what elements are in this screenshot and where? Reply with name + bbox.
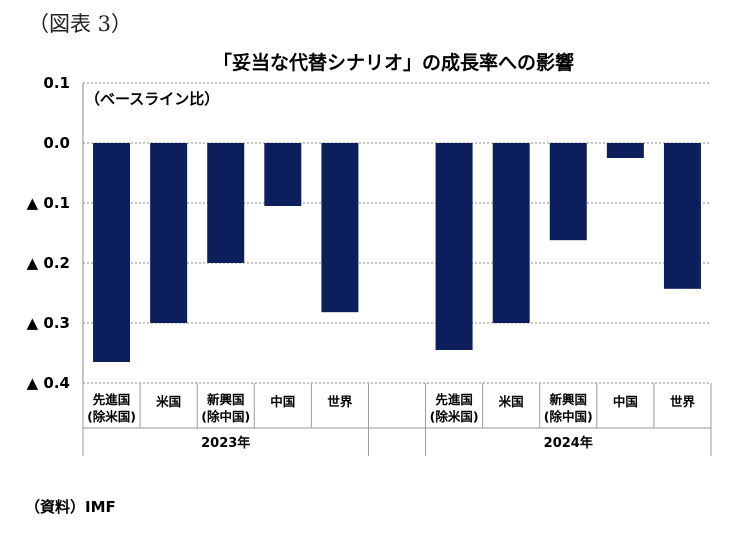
bar: [264, 143, 302, 206]
category-label: 新興国: [550, 392, 588, 407]
category-sublabel: (除中国): [544, 409, 593, 424]
bar: [150, 143, 188, 323]
category-label: 米国: [498, 394, 524, 409]
category-label: 先進国: [435, 392, 473, 407]
chart-title: 「妥当な代替シナリオ」の成長率への影響: [212, 52, 574, 74]
category-label: 世界: [327, 394, 353, 409]
category-sublabel: (除米国): [87, 409, 136, 424]
unit-note: （ベースライン比）: [85, 90, 219, 108]
y-tick-label: 0.1: [43, 74, 70, 92]
bar: [663, 143, 701, 289]
gridlines: [83, 82, 711, 384]
figure-label: （図表 3）: [28, 12, 133, 36]
year-label: 2023年: [201, 435, 250, 451]
bar: [435, 143, 473, 350]
y-tick-label: ▲ 0.4: [27, 374, 70, 392]
y-tick-label: ▲ 0.3: [27, 314, 70, 332]
year-label: 2024年: [544, 435, 593, 451]
bar: [492, 143, 530, 323]
y-tick-label: ▲ 0.1: [27, 194, 70, 212]
category-label: 世界: [670, 394, 696, 409]
bar: [606, 143, 644, 158]
source-note: （資料）IMF: [25, 498, 116, 516]
axes: 0.1 0.0 ▲ 0.1 ▲ 0.2 ▲ 0.3 ▲ 0.4 先進国 (除米国) 米国 新興国 (…: [27, 74, 712, 456]
y-tick-label: 0.0: [43, 134, 70, 152]
bar: [93, 143, 131, 362]
category-label: 米国: [155, 394, 181, 409]
category-label: 中国: [613, 394, 638, 409]
category-sublabel: (除米国): [430, 409, 479, 424]
bar: [321, 143, 359, 313]
bar: [549, 143, 587, 241]
bars: [93, 143, 701, 362]
category-label: 先進国: [93, 392, 131, 407]
y-tick-label: ▲ 0.2: [27, 254, 70, 272]
category-label: 中国: [270, 394, 295, 409]
category-sublabel: (除中国): [201, 409, 250, 424]
bar: [207, 143, 245, 263]
category-label: 新興国: [207, 392, 245, 407]
